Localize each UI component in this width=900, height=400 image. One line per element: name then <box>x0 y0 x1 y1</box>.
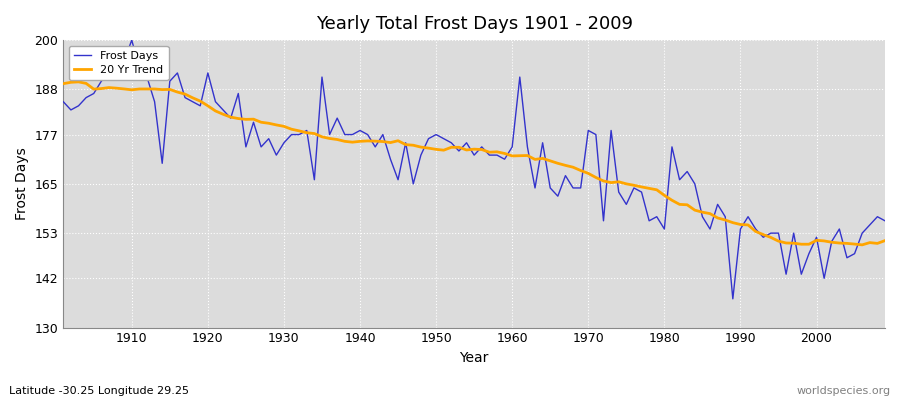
Frost Days <box>507 144 517 149</box>
20 Yr Trend <box>58 81 68 86</box>
Frost Days <box>606 128 616 133</box>
Frost Days <box>58 99 68 104</box>
20 Yr Trend <box>507 154 517 158</box>
Frost Days <box>515 75 526 80</box>
Text: Latitude -30.25 Longitude 29.25: Latitude -30.25 Longitude 29.25 <box>9 386 189 396</box>
20 Yr Trend <box>879 238 890 243</box>
20 Yr Trend <box>857 242 868 247</box>
20 Yr Trend <box>515 153 526 158</box>
Line: Frost Days: Frost Days <box>63 40 885 299</box>
Frost Days <box>293 132 304 137</box>
Line: 20 Yr Trend: 20 Yr Trend <box>63 82 885 245</box>
Y-axis label: Frost Days: Frost Days <box>15 148 29 220</box>
20 Yr Trend <box>606 180 616 185</box>
Frost Days <box>339 132 350 137</box>
20 Yr Trend <box>126 88 137 92</box>
Frost Days <box>119 58 130 63</box>
20 Yr Trend <box>293 128 304 133</box>
20 Yr Trend <box>339 139 350 144</box>
Frost Days <box>126 38 137 42</box>
Text: worldspecies.org: worldspecies.org <box>796 386 891 396</box>
Frost Days <box>727 296 738 301</box>
Frost Days <box>879 218 890 223</box>
X-axis label: Year: Year <box>460 351 489 365</box>
20 Yr Trend <box>73 80 84 84</box>
Legend: Frost Days, 20 Yr Trend: Frost Days, 20 Yr Trend <box>68 46 168 80</box>
Title: Yearly Total Frost Days 1901 - 2009: Yearly Total Frost Days 1901 - 2009 <box>316 15 633 33</box>
